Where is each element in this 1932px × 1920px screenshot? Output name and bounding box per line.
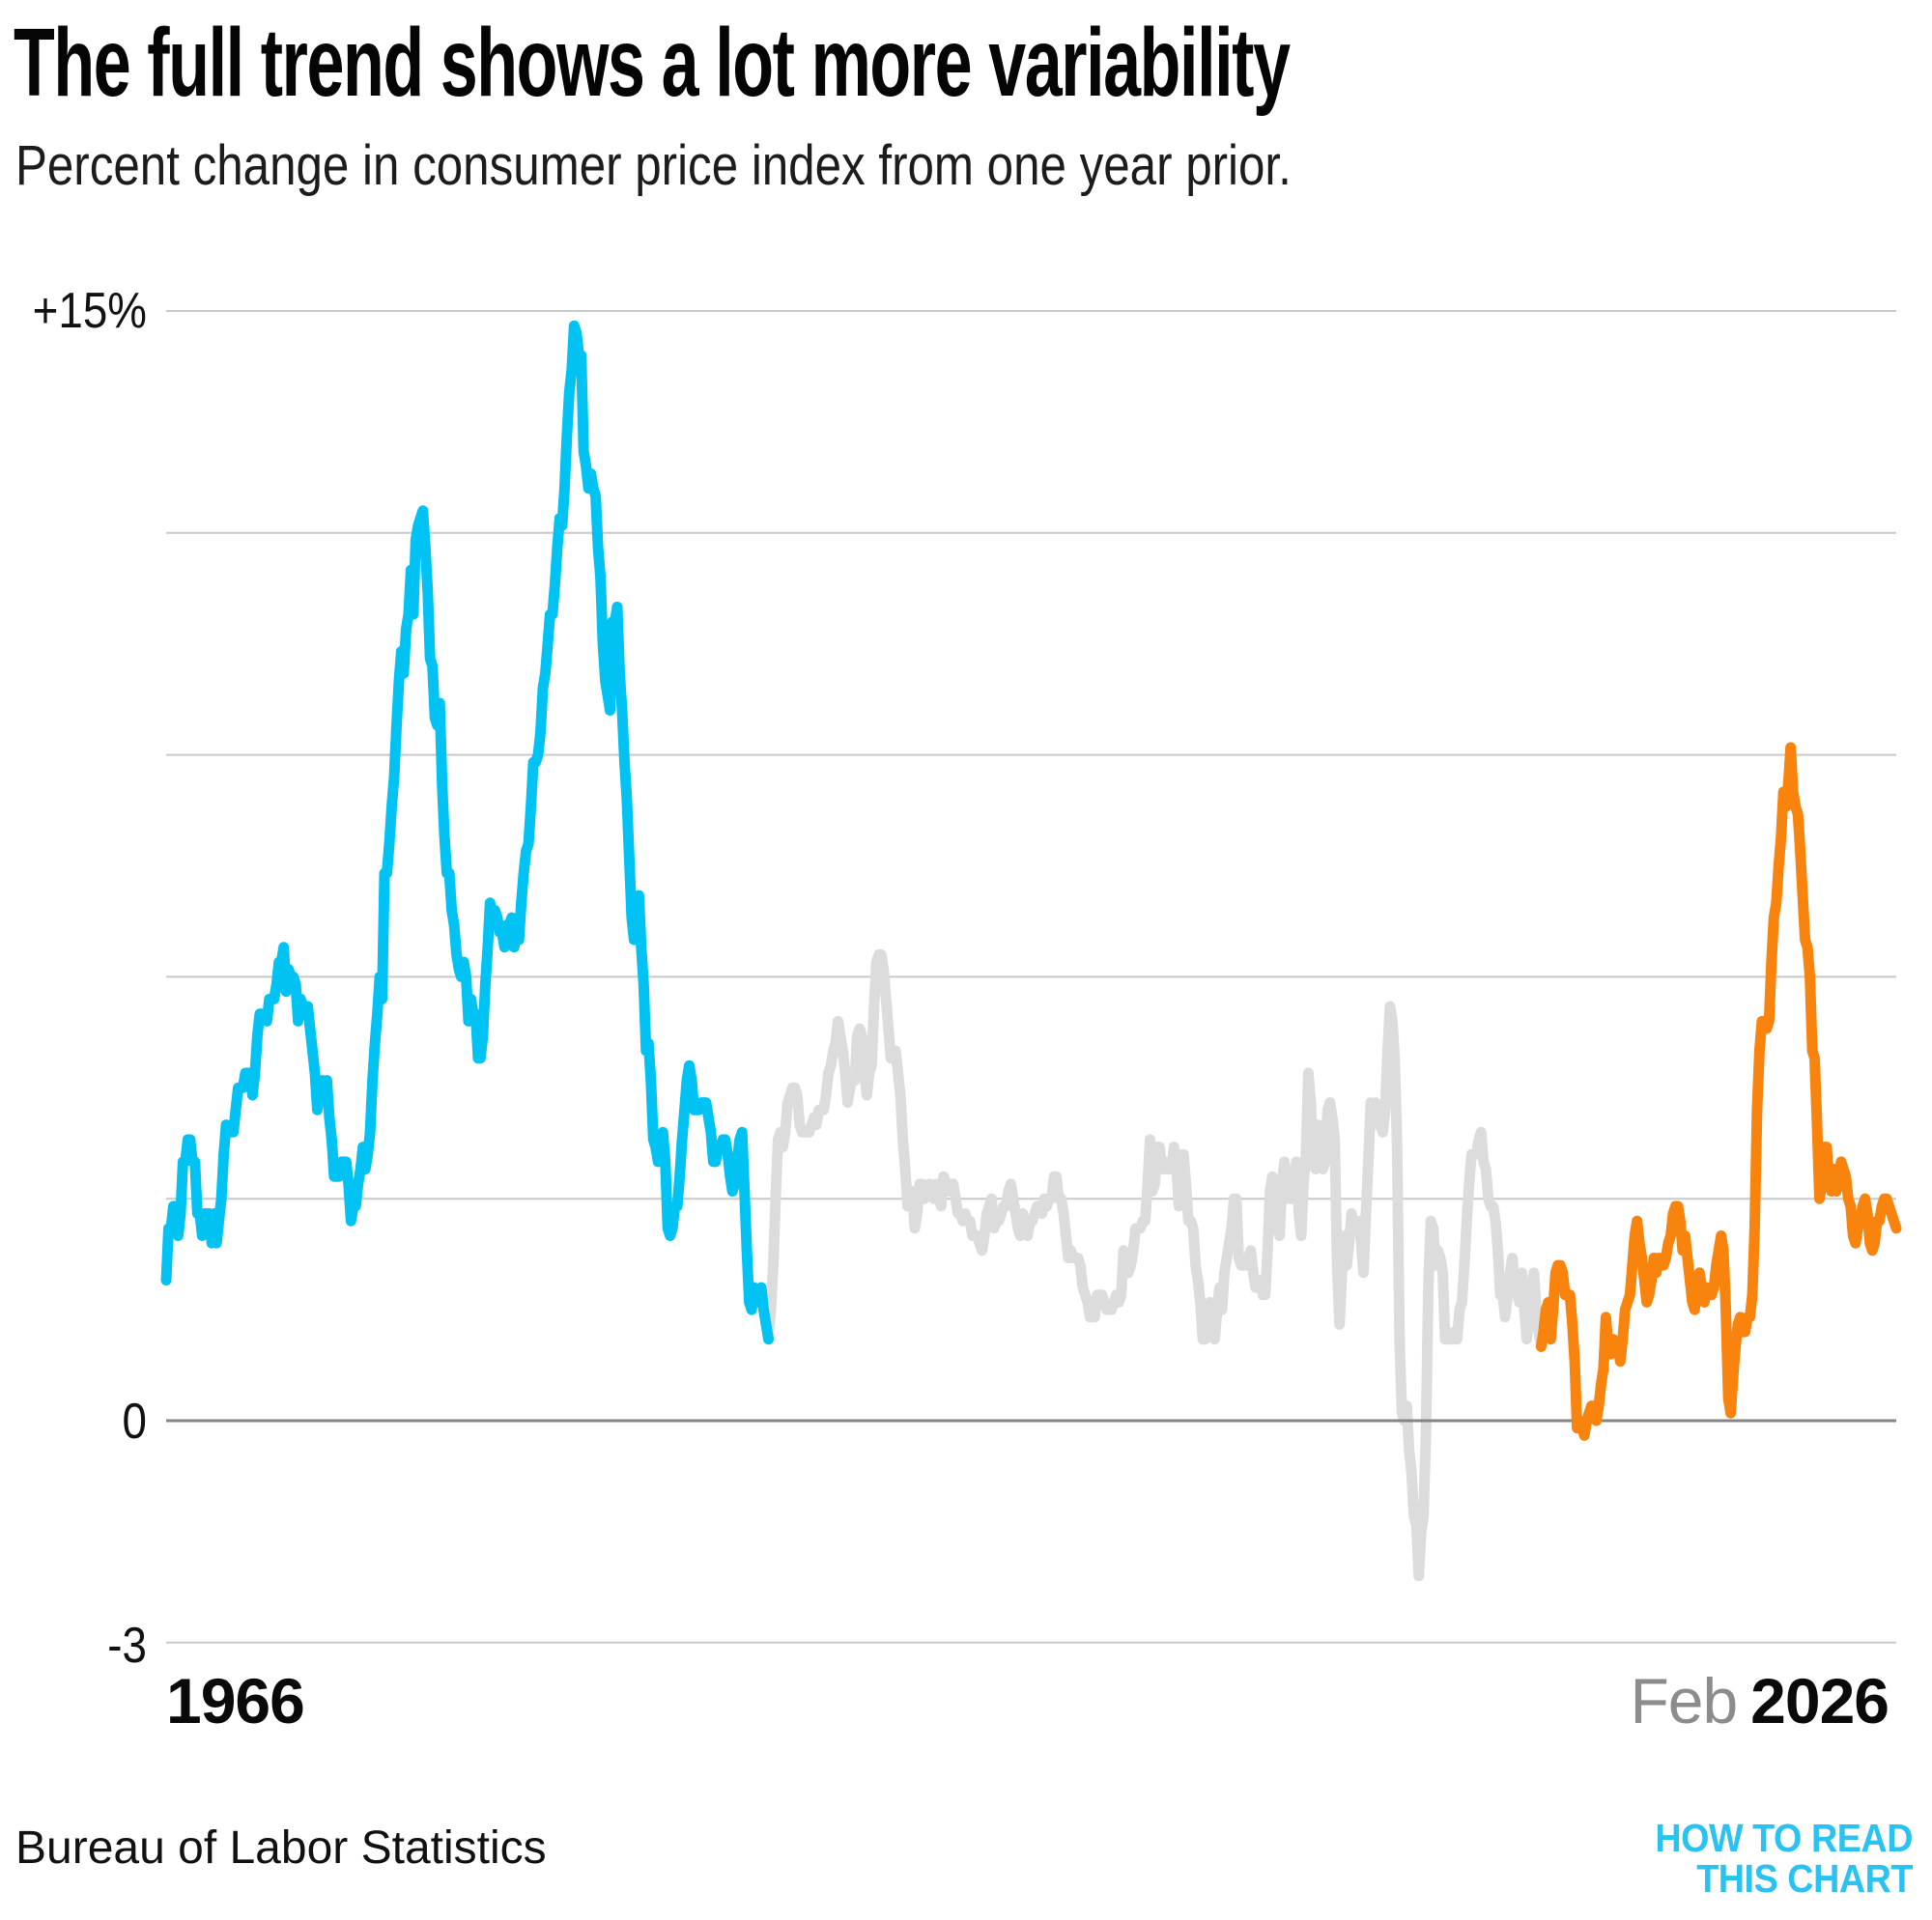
x-axis-label-end-date: Feb 2026 [1406,1669,1889,1733]
line-segment-2013-2026 [1535,742,1902,1441]
source-credit: Bureau of Labor Statistics [15,1822,547,1874]
logo-line-2: THIS CHART [1696,1856,1913,1901]
line-segment-1966-1986 [160,320,774,1345]
y-axis-label-bottom: -3 [107,1618,147,1674]
x-axis-end-year: 2026 [1750,1665,1889,1736]
chart-subtitle: Percent change in consumer price index f… [15,134,1292,197]
x-axis-label-start-year: 1966 [166,1665,305,1736]
line-segment-1987-2013 [763,948,1547,1582]
chart-title: The full trend shows a lot more variabil… [14,9,1291,117]
x-axis-end-month: Feb [1630,1665,1738,1736]
y-axis-label-top: +15% [32,283,147,339]
how-to-read-this-chart-logo: HOW TO READ THIS CHART [1379,1818,1913,1899]
y-axis-label-zero: 0 [122,1394,147,1450]
logo-line-1: HOW TO READ [1655,1816,1913,1860]
